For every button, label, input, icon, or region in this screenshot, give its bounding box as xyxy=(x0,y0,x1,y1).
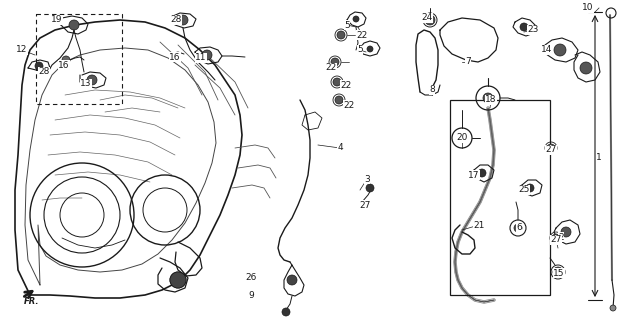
Text: 22: 22 xyxy=(344,100,354,109)
Text: 17: 17 xyxy=(468,171,480,180)
Text: 26: 26 xyxy=(245,274,257,283)
Text: 27: 27 xyxy=(359,201,371,210)
Text: 5: 5 xyxy=(344,20,350,29)
Bar xyxy=(450,100,550,295)
Bar xyxy=(36,14,122,104)
Text: 24: 24 xyxy=(422,13,432,22)
Text: 28: 28 xyxy=(38,68,50,76)
Circle shape xyxy=(35,62,43,70)
Text: 14: 14 xyxy=(541,45,552,54)
Text: 27: 27 xyxy=(545,146,557,155)
Circle shape xyxy=(520,23,528,31)
Text: 20: 20 xyxy=(457,133,468,142)
Text: 25: 25 xyxy=(518,186,530,195)
Text: 4: 4 xyxy=(337,143,343,153)
Circle shape xyxy=(335,96,343,104)
Text: 28: 28 xyxy=(170,15,182,25)
Circle shape xyxy=(552,234,560,242)
Text: 22: 22 xyxy=(340,81,352,90)
Circle shape xyxy=(353,16,359,22)
Circle shape xyxy=(514,224,522,232)
Text: 15: 15 xyxy=(553,268,565,277)
Circle shape xyxy=(333,78,341,86)
Circle shape xyxy=(282,308,290,316)
Text: 21: 21 xyxy=(473,220,485,229)
Text: 9: 9 xyxy=(248,291,254,300)
Text: 7: 7 xyxy=(465,58,471,67)
Circle shape xyxy=(547,144,555,152)
Text: 11: 11 xyxy=(195,53,207,62)
Circle shape xyxy=(287,275,297,285)
Circle shape xyxy=(69,20,79,30)
Circle shape xyxy=(483,93,493,103)
Circle shape xyxy=(425,15,435,25)
Circle shape xyxy=(170,272,186,288)
Circle shape xyxy=(610,305,616,311)
Text: 18: 18 xyxy=(485,95,497,105)
Circle shape xyxy=(553,267,563,277)
Text: 19: 19 xyxy=(51,15,63,25)
Circle shape xyxy=(178,15,188,25)
Text: 2: 2 xyxy=(558,233,564,242)
Text: 22: 22 xyxy=(356,30,368,39)
Text: 27: 27 xyxy=(551,236,562,244)
Circle shape xyxy=(366,184,374,192)
Circle shape xyxy=(87,75,97,85)
Circle shape xyxy=(478,169,486,177)
Circle shape xyxy=(331,58,339,66)
Text: 12: 12 xyxy=(17,45,28,54)
Circle shape xyxy=(337,31,345,39)
Text: 16: 16 xyxy=(58,60,70,69)
Text: 22: 22 xyxy=(325,63,337,73)
Text: 23: 23 xyxy=(527,26,538,35)
Text: 1: 1 xyxy=(596,154,602,163)
Circle shape xyxy=(202,50,212,60)
Text: 13: 13 xyxy=(80,79,91,89)
Circle shape xyxy=(561,227,571,237)
Text: 16: 16 xyxy=(170,52,181,61)
Circle shape xyxy=(62,56,70,64)
Text: FR.: FR. xyxy=(24,297,39,306)
Text: 6: 6 xyxy=(516,223,522,233)
Circle shape xyxy=(554,44,566,56)
Text: 3: 3 xyxy=(364,174,370,183)
Circle shape xyxy=(580,62,592,74)
Text: 5: 5 xyxy=(357,45,363,54)
Circle shape xyxy=(367,46,373,52)
Circle shape xyxy=(526,184,534,192)
Text: 10: 10 xyxy=(582,4,594,12)
Text: 8: 8 xyxy=(429,85,435,94)
